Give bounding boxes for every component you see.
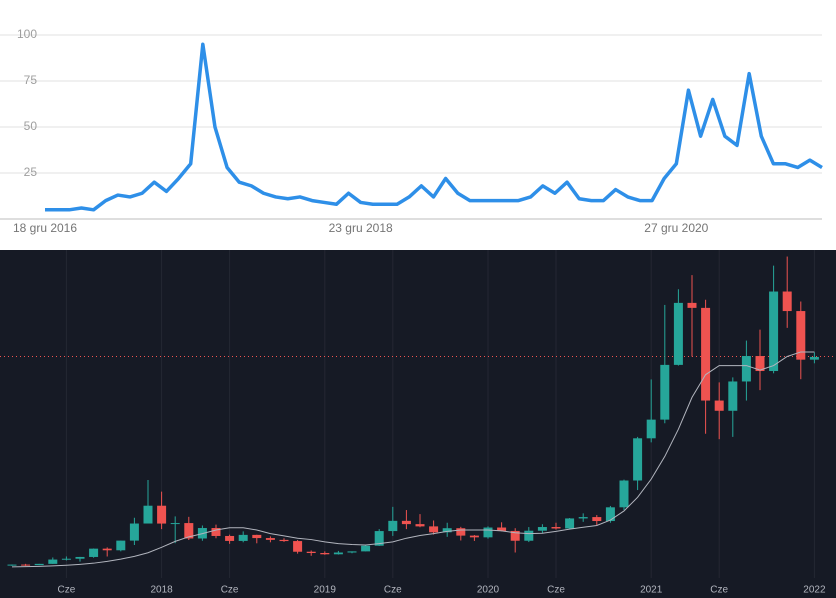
x-tick-label: 2019 xyxy=(314,585,337,596)
candle-body xyxy=(184,523,194,539)
candle-body xyxy=(252,534,262,539)
candle-body xyxy=(48,559,58,564)
candle-body xyxy=(238,534,248,541)
trends-chart: 25 50 75 100 18 gru 2016 23 gru 2018 27 gru 20… xyxy=(0,27,823,235)
candle-body xyxy=(279,539,289,542)
candle-body xyxy=(347,551,357,553)
candle-body xyxy=(456,528,466,536)
candle-body xyxy=(673,302,683,365)
candle-body xyxy=(143,505,153,524)
candle-body xyxy=(306,551,316,554)
candle-body xyxy=(619,480,629,508)
x-tick-label: Cze xyxy=(221,585,239,596)
candle-body xyxy=(660,364,670,420)
candle-body xyxy=(524,530,534,541)
candle-body xyxy=(605,507,615,522)
x-tick-label: 2018 xyxy=(150,585,173,596)
moving-average xyxy=(11,351,815,568)
candle-body xyxy=(565,518,575,529)
x-tick-label: Cze xyxy=(384,585,402,596)
candle-body xyxy=(89,548,99,557)
price-chart: Cze 2018 Cze 2019 Cze 2020 Cze 2021 Cze 2022 xyxy=(0,250,836,596)
y-tick-label: 25 xyxy=(24,165,38,179)
candle-body xyxy=(211,528,221,536)
candle-body xyxy=(442,528,452,533)
candle-body xyxy=(374,531,384,546)
x-tick-label: 27 gru 2020 xyxy=(644,221,708,235)
candle-body xyxy=(483,527,493,538)
candle-body xyxy=(333,552,343,555)
candle-body xyxy=(578,517,588,519)
x-tick-label: 2021 xyxy=(640,585,663,596)
candle-body xyxy=(646,419,656,439)
candle-body xyxy=(293,541,303,552)
candle-body xyxy=(809,356,819,360)
y-tick-label: 75 xyxy=(24,73,38,87)
candle-body xyxy=(21,564,31,566)
candle-body xyxy=(701,307,711,401)
candle-body xyxy=(796,311,806,360)
x-tick-label: 23 gru 2018 xyxy=(329,221,393,235)
candle-body xyxy=(129,523,139,541)
trend-line xyxy=(45,42,823,212)
candle-body xyxy=(687,302,697,308)
candle-body xyxy=(116,540,126,551)
y-tick-label: 100 xyxy=(17,27,37,41)
candle-body xyxy=(633,438,643,481)
candle-body xyxy=(265,538,275,540)
candle-body xyxy=(320,553,330,555)
candle-body xyxy=(755,356,765,372)
candle-body xyxy=(497,527,507,531)
price-chart-bg xyxy=(0,250,836,598)
x-tick-label: 2022 xyxy=(803,585,826,596)
x-tick-label: Cze xyxy=(58,585,76,596)
x-tick-label: 2020 xyxy=(477,585,500,596)
candle-body xyxy=(7,564,17,566)
candle-body xyxy=(592,517,602,522)
candle-body xyxy=(225,535,235,541)
x-tick-label: Cze xyxy=(547,585,565,596)
candle-body xyxy=(75,556,85,559)
candle-body xyxy=(415,524,425,527)
candle-body xyxy=(769,291,779,372)
candle-body xyxy=(782,291,792,312)
candle-body xyxy=(537,527,547,531)
candle-body xyxy=(157,505,167,524)
candle-body xyxy=(469,535,479,538)
candle-body xyxy=(714,400,724,411)
y-tick-label: 50 xyxy=(24,119,38,133)
candle-body xyxy=(102,548,112,551)
candle-body xyxy=(34,563,44,566)
x-tick-label: Cze xyxy=(710,585,728,596)
candle-body xyxy=(429,526,439,533)
candle-body xyxy=(170,523,180,525)
candle-body xyxy=(361,545,371,552)
candle-body xyxy=(401,520,411,525)
candle-body xyxy=(388,520,398,532)
candle-body xyxy=(61,558,71,560)
candle-body xyxy=(551,527,561,529)
candle-body xyxy=(741,356,751,382)
candle-body xyxy=(728,381,738,411)
candle-body xyxy=(510,530,520,541)
x-tick-label: 18 gru 2016 xyxy=(13,221,77,235)
